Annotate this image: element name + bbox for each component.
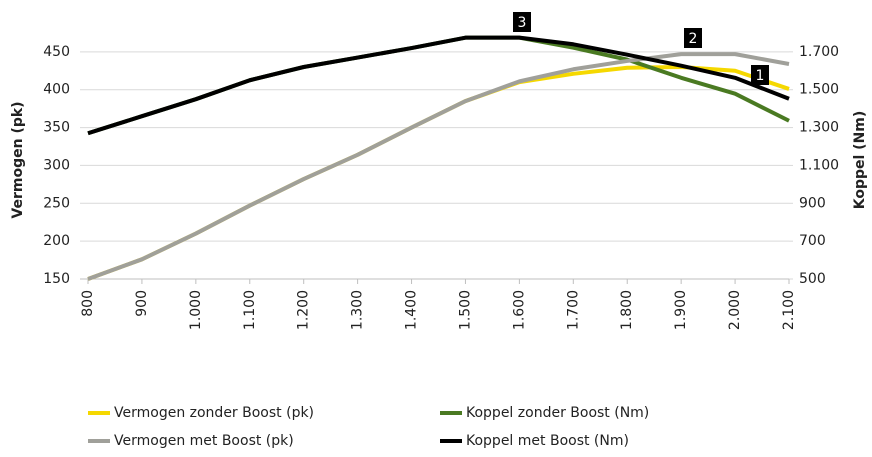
- x-tick-label: 1.500: [457, 290, 473, 330]
- legend-label: Vermogen met Boost (pk): [114, 433, 294, 449]
- annotation-box: [513, 12, 531, 32]
- annotation: 2: [689, 31, 698, 47]
- annotation: 3: [518, 15, 527, 31]
- y2-tick-label: 500: [799, 271, 826, 287]
- y-tick-label: 300: [43, 157, 70, 173]
- x-tick-label: 2.000: [727, 290, 743, 330]
- x-tick-label: 1.200: [296, 290, 312, 330]
- annotation: 1: [756, 68, 765, 84]
- legend-label: Koppel met Boost (Nm): [466, 433, 629, 449]
- x-tick-label: 1.400: [404, 290, 420, 330]
- x-tick-label: 800: [80, 290, 96, 317]
- y2-tick-label: 1.700: [799, 44, 839, 60]
- x-tick-label: 1.800: [619, 290, 635, 330]
- y-tick-label: 250: [43, 195, 70, 211]
- y2-tick-label: 1.500: [799, 82, 839, 98]
- x-tick-label: 1.000: [188, 290, 204, 330]
- legend-label: Vermogen zonder Boost (pk): [114, 405, 314, 421]
- legend-label: Koppel zonder Boost (Nm): [466, 405, 649, 421]
- y2-axis-label: Koppel (Nm): [852, 111, 868, 210]
- y-tick-label: 200: [43, 233, 70, 249]
- x-tick-label: 1.900: [673, 290, 689, 330]
- y2-tick-label: 700: [799, 233, 826, 249]
- y-axis-label: Vermogen (pk): [10, 101, 26, 218]
- x-tick-label: 1.300: [350, 290, 366, 330]
- x-tick-label: 1.100: [242, 290, 258, 330]
- y-tick-label: 400: [43, 82, 70, 98]
- y-tick-label: 350: [43, 120, 70, 136]
- x-tick-label: 2.100: [781, 290, 797, 330]
- series-line: [87, 35, 790, 136]
- x-tick-label: 1.700: [565, 290, 581, 330]
- y2-tick-label: 1.300: [799, 120, 839, 136]
- y2-tick-label: 900: [799, 195, 826, 211]
- y2-tick-label: 1.100: [799, 157, 839, 173]
- y-tick-label: 150: [43, 271, 70, 287]
- x-tick-label: 1.600: [511, 290, 527, 330]
- x-tick-label: 900: [134, 290, 150, 317]
- annotation-box: [684, 28, 702, 48]
- y-tick-label: 450: [43, 44, 70, 60]
- annotation-box: [751, 65, 769, 85]
- series-line: [87, 52, 790, 281]
